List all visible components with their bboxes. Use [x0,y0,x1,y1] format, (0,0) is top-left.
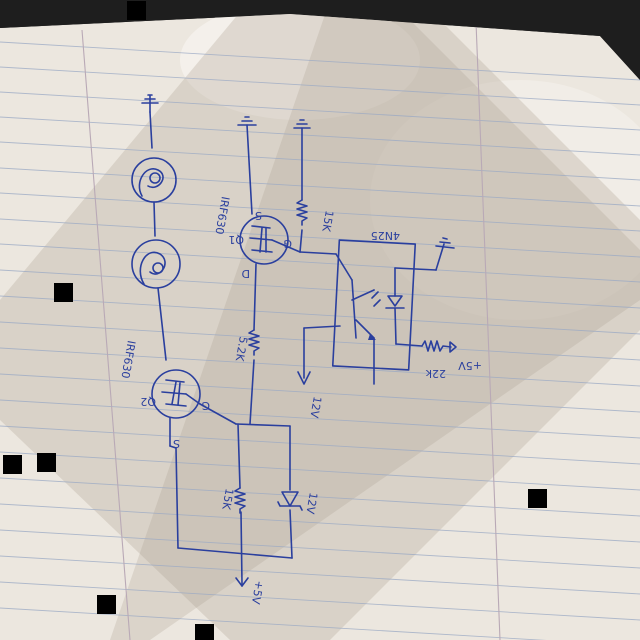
resistor-5-2k [248,329,260,356]
resistor-15k-gate [296,199,308,226]
label-r-gate: 15K [319,209,336,233]
label-q2-source: S [173,437,180,450]
artifact-square [528,489,547,508]
circuit-schematic [131,94,457,587]
margin-line-right [475,21,501,640]
label-q1-source: S [255,209,262,222]
lamp-bottom [131,239,181,289]
label-v-opto: 12V [307,395,324,419]
margin-line-left [81,29,131,640]
label-q2-gate: G [201,399,210,412]
label-q1: Q1 [228,233,244,246]
mosfet-q2 [151,369,237,425]
ruled-lines [0,41,640,640]
artifact-square [54,283,73,302]
artifact-square [97,595,116,614]
artifact-square [127,1,146,20]
optocoupler-4n25 [297,239,437,385]
label-v-bottom: +5V [249,579,266,605]
artifact-square [37,453,56,472]
ground-symbol-led [435,237,455,271]
artifact-square [3,455,22,474]
mosfet-q1 [239,215,301,265]
label-r-drain: 5.2K [233,335,250,362]
label-q1-drain: D [242,267,250,280]
label-v-led: +5V [458,359,482,372]
artifact-square [195,624,214,640]
label-q1-gate: G [283,237,292,250]
bottom-loop [175,423,293,587]
label-opto: 4N25 [371,229,400,242]
resistor-15k-bottom [234,487,246,514]
circuit-labels: Q1 IRF630 S G D 15K 5.2K 4N25 22k +5V 12… [118,195,482,605]
ground-symbol-q1 [237,116,257,215]
label-r-led: 22k [425,367,446,380]
ground-symbol-left [141,94,159,149]
label-v-zener: 12V [303,491,320,515]
label-q2: Q2 [140,395,156,408]
ground-symbol-gate [293,119,311,201]
resistor-22k [421,340,457,353]
label-r-bottom: 15K [219,487,236,511]
zener-diode [277,491,303,511]
